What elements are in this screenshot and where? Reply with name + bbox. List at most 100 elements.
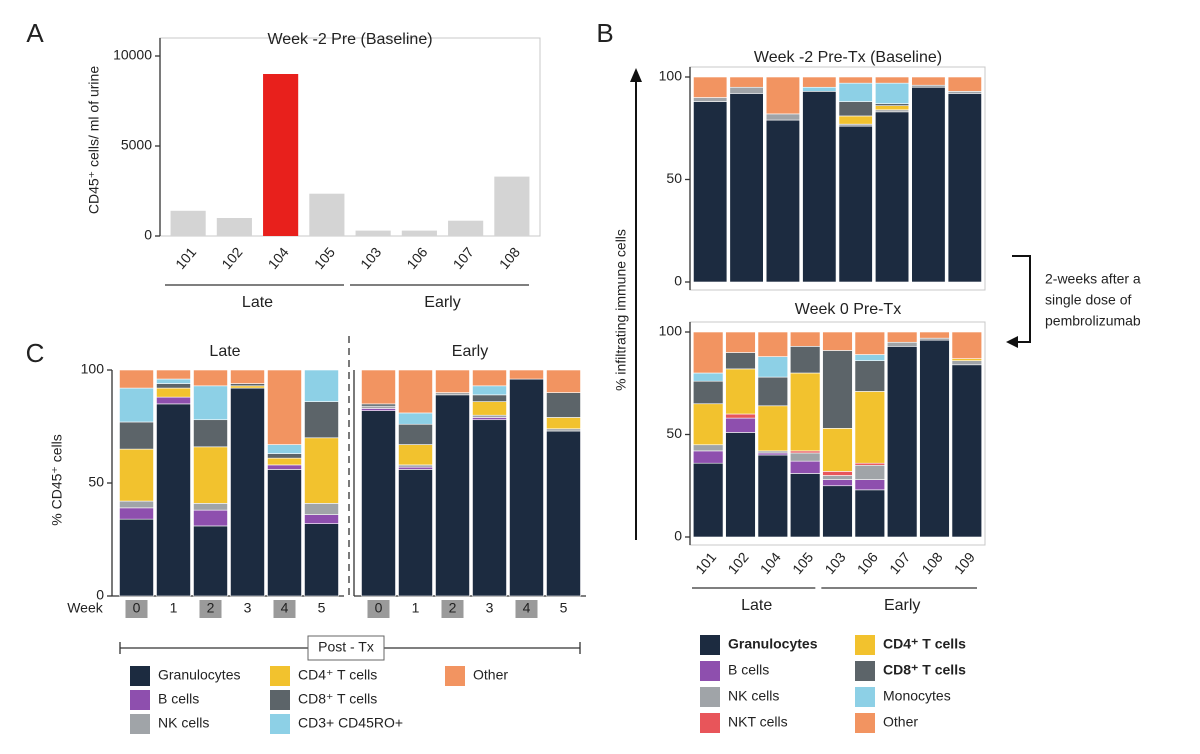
bar-segment xyxy=(951,364,983,538)
bar-segment xyxy=(875,105,910,111)
bar-segment xyxy=(304,437,339,504)
x-tick-label: 103 xyxy=(821,549,848,577)
x-tick-label: 4 xyxy=(281,600,289,616)
footer: Post - Tx xyxy=(318,639,374,655)
bar-segment xyxy=(802,91,837,283)
panel-title: Late xyxy=(209,343,240,360)
bar-segment xyxy=(765,113,800,121)
bar-segment xyxy=(361,410,396,597)
bar-segment xyxy=(692,403,724,446)
bar-segment xyxy=(822,479,853,487)
bar-segment xyxy=(822,350,853,429)
bar-segment xyxy=(838,115,873,125)
bar-segment xyxy=(119,507,154,520)
bar-segment xyxy=(765,119,800,283)
x-tick-label: 107 xyxy=(886,549,913,577)
bar-segment xyxy=(193,419,228,448)
x-tick-label: 3 xyxy=(486,600,494,616)
panel-title: Week 0 Pre-Tx xyxy=(795,301,901,318)
x-tick-label: 103 xyxy=(357,244,384,272)
y-tick-label: 50 xyxy=(666,425,682,441)
x-tick-label: 101 xyxy=(692,549,719,577)
bar-segment xyxy=(398,466,433,470)
bar-segment xyxy=(230,385,265,389)
x-tick-label: 0 xyxy=(133,600,141,616)
legend-swatch xyxy=(130,666,150,686)
legend-swatch xyxy=(130,714,150,734)
bar-segment xyxy=(919,339,950,538)
x-tick-label: 106 xyxy=(854,549,881,577)
bar-segment xyxy=(789,450,821,454)
x-tick-label: 106 xyxy=(403,244,430,272)
bar-segment xyxy=(757,452,789,456)
bar-segment xyxy=(822,471,853,476)
x-tick-label: 107 xyxy=(449,244,476,272)
bar-segment xyxy=(725,432,756,538)
bar xyxy=(216,218,252,236)
bar-segment xyxy=(875,111,910,283)
bar-segment xyxy=(230,387,265,597)
bar-segment xyxy=(854,479,886,491)
bar-segment xyxy=(693,101,728,283)
bar-segment xyxy=(875,76,910,84)
x-tick-label: 4 xyxy=(523,600,531,616)
bar-segment xyxy=(193,503,228,511)
bar xyxy=(309,193,345,236)
bar-segment xyxy=(789,452,821,462)
bar-segment xyxy=(947,76,982,92)
bar-segment xyxy=(119,387,154,423)
legend-swatch xyxy=(270,690,290,710)
legend-label: Granulocytes xyxy=(728,636,818,652)
bar-segment xyxy=(822,331,853,351)
bar-segment xyxy=(546,428,581,432)
bar-segment xyxy=(398,412,433,425)
bar-segment xyxy=(361,403,396,407)
bar-segment xyxy=(854,462,886,466)
bar-segment xyxy=(267,453,302,459)
bar-segment xyxy=(472,401,507,416)
legend-label: B cells xyxy=(728,662,769,678)
x-tick-label: 3 xyxy=(244,600,252,616)
legend-label: Other xyxy=(883,714,918,730)
bar-segment xyxy=(886,346,918,538)
legend-label: CD8⁺ T cells xyxy=(883,662,966,678)
bar-segment xyxy=(757,376,789,407)
y-tick-label: 0 xyxy=(674,528,682,544)
bar-segment xyxy=(193,369,228,387)
y-tick-label: 100 xyxy=(81,361,105,377)
legend-label: NKT cells xyxy=(728,714,788,730)
bar-segment xyxy=(156,383,191,389)
bar-segment xyxy=(725,368,756,415)
bar-segment xyxy=(911,76,946,86)
bar xyxy=(355,230,391,236)
bar-segment xyxy=(789,331,821,347)
bar-segment xyxy=(838,82,873,102)
bar-segment xyxy=(398,423,433,445)
legend-label: Granulocytes xyxy=(158,667,240,683)
bar-segment xyxy=(546,430,581,597)
bar-segment xyxy=(757,356,789,378)
bar-segment xyxy=(729,76,764,88)
x-tick-label: 102 xyxy=(218,244,245,272)
bar-segment xyxy=(230,369,265,384)
bar-segment xyxy=(361,405,396,409)
y-tick-label: 50 xyxy=(666,170,682,186)
bar-segment xyxy=(156,369,191,380)
bar-segment xyxy=(693,97,728,102)
bar-segment xyxy=(854,464,886,480)
bar-segment xyxy=(435,394,470,597)
week-highlight xyxy=(441,600,464,618)
bar-segment xyxy=(757,405,789,452)
week-highlight xyxy=(515,600,538,618)
legend-swatch xyxy=(855,635,875,655)
bar-segment xyxy=(398,469,433,597)
bar-segment xyxy=(119,369,154,389)
bar-segment xyxy=(802,86,837,92)
bar-segment xyxy=(193,385,228,421)
legend-swatch xyxy=(700,635,720,655)
x-tick-label: 102 xyxy=(724,549,751,577)
bar-segment xyxy=(838,101,873,117)
bar-segment xyxy=(546,392,581,418)
bar-segment xyxy=(304,503,339,515)
panel-title: Early xyxy=(452,343,488,360)
